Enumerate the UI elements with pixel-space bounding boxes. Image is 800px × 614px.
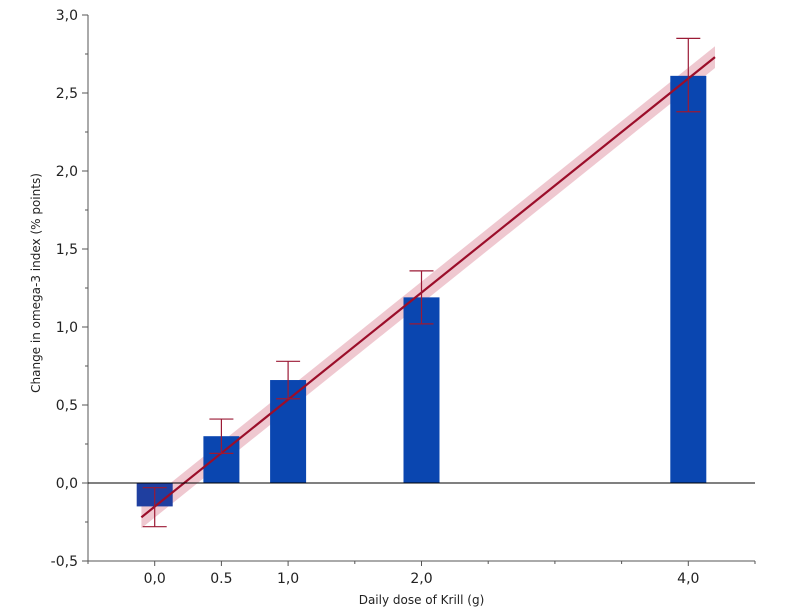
y-tick-label: -0,5	[51, 554, 78, 570]
x-tick-label: 1,0	[277, 571, 299, 587]
bar-3	[403, 297, 440, 483]
error-bar-2	[276, 360, 301, 400]
x-tick-label: 2,0	[410, 571, 432, 587]
error-bar-4	[676, 37, 701, 113]
error-bar-0	[142, 487, 167, 528]
regression-line	[140, 56, 716, 519]
bar-4	[670, 75, 707, 483]
y-tick-label: 0,5	[56, 398, 78, 414]
axis-layer: -0,5 0,0 0,5 1,0 1,5 2,0 2,5 3,0 0,0 0.5 1,0 2,0 4,0	[51, 8, 756, 587]
y-axis-title: Change in omega-3 index (% points)	[29, 173, 43, 393]
regression-layer	[140, 56, 716, 519]
y-tick-label: 2,0	[56, 164, 78, 180]
y-tick-label: 1,5	[56, 242, 78, 258]
y-tick-label: 1,0	[56, 320, 78, 336]
x-tick-label: 0,0	[144, 571, 166, 587]
error-bar-layer	[142, 37, 701, 528]
error-bar-1	[209, 418, 234, 454]
x-tick-label: 4,0	[677, 571, 699, 587]
error-bar-3	[409, 270, 434, 325]
y-tick-label: 3,0	[56, 8, 78, 24]
bar-layer	[136, 75, 707, 507]
y-tick-label: 0,0	[56, 476, 78, 492]
x-axis-title: Daily dose of Krill (g)	[359, 593, 485, 607]
x-tick-label: 0.5	[210, 571, 232, 587]
y-tick-label: 2,5	[56, 86, 78, 102]
